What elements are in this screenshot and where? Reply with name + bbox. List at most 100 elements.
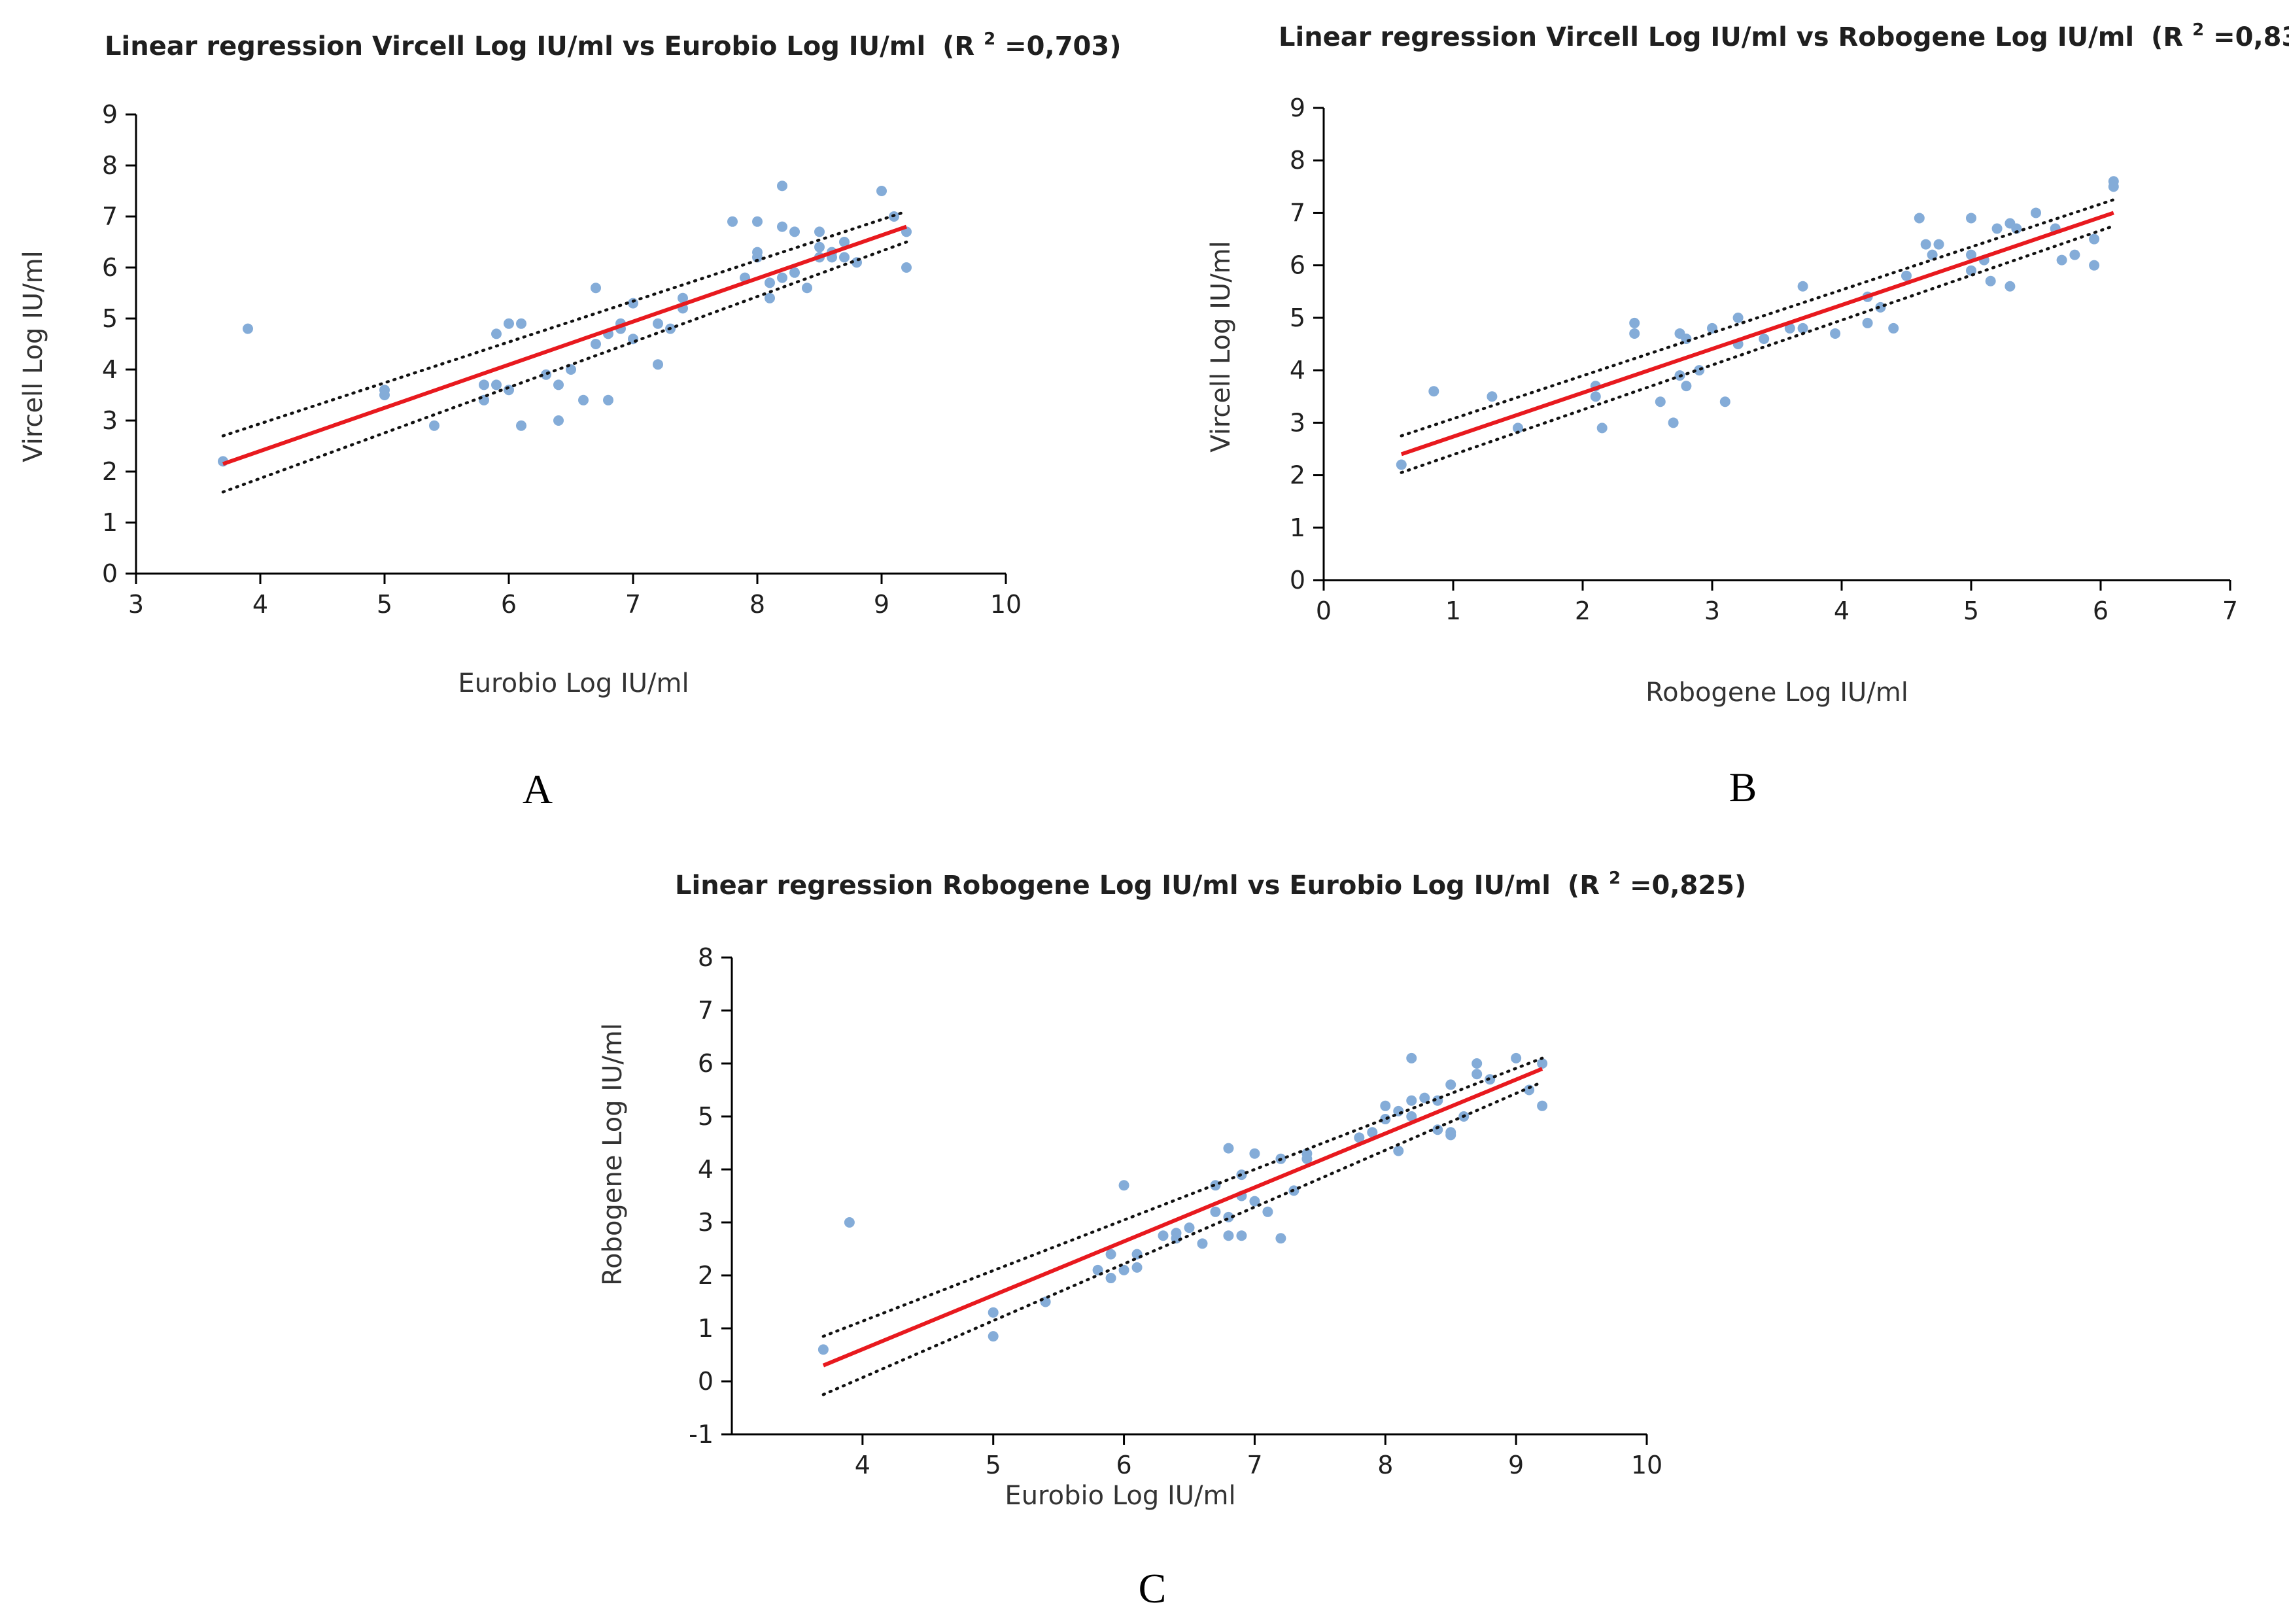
panel-a-data-point bbox=[491, 379, 502, 390]
panel-b: Linear regression Vircell Log IU/ml vs R… bbox=[1206, 20, 2289, 810]
panel-b-data-point bbox=[1933, 239, 1944, 250]
panel-a-data-point bbox=[553, 415, 564, 426]
panel-a-data-point bbox=[516, 318, 526, 329]
panel-c-r2-value: =0,825) bbox=[1630, 871, 1746, 901]
panel-b-data-point bbox=[2056, 254, 2067, 266]
panel-b-data-point bbox=[1629, 328, 1640, 339]
panel-a-data-point bbox=[802, 283, 812, 294]
panel-b-data-point bbox=[1719, 396, 1730, 407]
panel-b-data-point bbox=[2069, 249, 2080, 260]
panel-b-data-point bbox=[1596, 423, 1608, 434]
panel-b-x-tick-label: 4 bbox=[1834, 596, 1850, 625]
panel-c: Linear regression Robogene Log IU/ml vs … bbox=[598, 860, 1746, 1612]
panel-b-r2-value: =0,833) bbox=[2213, 22, 2289, 52]
panel-b-data-point bbox=[2089, 233, 2100, 245]
panel-b-y-tick-label: 7 bbox=[1290, 198, 1305, 227]
panel-c-x-tick-label: 4 bbox=[855, 1451, 870, 1479]
panel-b-data-point bbox=[1513, 423, 1523, 434]
panel-a-y-tick-label: 6 bbox=[102, 253, 118, 282]
panel-c-ci-lower-line bbox=[821, 1080, 1544, 1396]
panel-b-data-point bbox=[2011, 223, 2022, 234]
panel-b-x-tick-label: 6 bbox=[2093, 596, 2108, 625]
panel-b-data-point bbox=[1732, 312, 1744, 323]
panel-b-plot: 0 1 2 3 4 5 6 7 0 1 2 3 4 5 6 7 8 9 bbox=[1290, 94, 2238, 625]
panel-a-r2-sup: 2 bbox=[984, 29, 995, 49]
panel-c-data-point bbox=[1354, 1132, 1365, 1143]
panel-b-data-point bbox=[2005, 281, 2016, 292]
panel-c-plot: 4 5 6 7 8 9 10 -1 0 1 2 3 4 5 6 7 8 bbox=[689, 943, 1662, 1479]
panel-b-y-tick-label: 0 bbox=[1290, 566, 1305, 595]
panel-a-title: Linear regression Vircell Log IU/ml vs E… bbox=[105, 21, 1121, 61]
panel-a-data-point bbox=[814, 226, 825, 237]
panel-b-x-tick-label: 5 bbox=[1963, 596, 1979, 625]
panel-b-y-tick-label: 9 bbox=[1290, 94, 1305, 122]
panel-c-data-point bbox=[1537, 1058, 1548, 1069]
panel-c-x-tick-label: 8 bbox=[1377, 1451, 1393, 1479]
panel-c-data-point bbox=[818, 1344, 829, 1355]
panel-c-data-point bbox=[988, 1307, 999, 1318]
panel-b-data-point bbox=[1985, 275, 1996, 286]
panel-c-data-point bbox=[1301, 1148, 1313, 1159]
panel-b-y-tick-label: 1 bbox=[1290, 513, 1305, 542]
panel-a-data-point bbox=[765, 277, 775, 288]
panel-c-data-point bbox=[1158, 1230, 1169, 1241]
panel-c-y-tick-label: 6 bbox=[698, 1049, 714, 1078]
panel-c-data-point bbox=[1537, 1100, 1548, 1111]
panel-c-letter: C bbox=[1139, 1565, 1167, 1612]
panel-a-data-point bbox=[752, 216, 763, 227]
panel-b-r2-sup: 2 bbox=[2192, 20, 2204, 40]
panel-a-ci-lower-line bbox=[221, 240, 908, 494]
panel-b-r2-prefix: (R bbox=[2151, 22, 2183, 52]
panel-a-data-point bbox=[578, 394, 589, 406]
panel-a-x-tick-label: 10 bbox=[990, 590, 1022, 619]
panel-b-x-tick-label: 2 bbox=[1575, 596, 1591, 625]
panel-a-y-tick-label: 3 bbox=[102, 406, 118, 435]
panel-c-data-point bbox=[1105, 1273, 1116, 1284]
panel-a-data-point bbox=[504, 318, 514, 329]
panel-a-data-point bbox=[901, 262, 912, 273]
panel-b-data-point bbox=[1681, 381, 1692, 392]
panel-b-ci-lower-line bbox=[1400, 224, 2116, 474]
panel-b-y-tick-label: 6 bbox=[1290, 251, 1305, 280]
panel-c-data-point bbox=[1118, 1264, 1129, 1275]
panel-c-r2-sup: 2 bbox=[1609, 869, 1621, 888]
panel-a-x-tick-label: 7 bbox=[625, 590, 641, 619]
panel-c-title-main: Linear regression Robogene Log IU/ml vs … bbox=[675, 871, 1551, 901]
panel-c-y-tick-label: 8 bbox=[698, 943, 714, 972]
panel-b-y-tick-label: 4 bbox=[1290, 356, 1305, 385]
panel-c-data-point bbox=[1262, 1206, 1273, 1217]
panel-c-data-point bbox=[988, 1331, 999, 1342]
panel-c-y-tick-label: 3 bbox=[698, 1208, 714, 1237]
panel-b-data-point bbox=[1991, 223, 2003, 234]
panel-c-data-point bbox=[1236, 1230, 1247, 1241]
panel-b-data-point bbox=[1629, 317, 1640, 328]
panel-c-data-point bbox=[1118, 1180, 1129, 1191]
panel-c-data-point bbox=[1184, 1222, 1195, 1234]
panel-c-x-tick-label: 5 bbox=[986, 1451, 1001, 1479]
panel-b-data-point bbox=[1920, 239, 1931, 250]
panel-a-data-point bbox=[752, 252, 763, 263]
panel-a-data-point bbox=[814, 241, 825, 252]
panel-c-data-point bbox=[1249, 1196, 1260, 1207]
panel-c-title: Linear regression Robogene Log IU/ml vs … bbox=[675, 860, 1746, 901]
panel-a-x-tick-label: 5 bbox=[377, 590, 392, 619]
panel-b-data-point bbox=[1914, 213, 1925, 224]
panel-c-y-tick-label: 2 bbox=[698, 1261, 714, 1290]
panel-c-data-point bbox=[1249, 1148, 1260, 1159]
panel-b-ci-upper-line bbox=[1400, 198, 2116, 438]
panel-a-letter: A bbox=[523, 766, 553, 812]
panel-c-x-tick-label: 7 bbox=[1247, 1451, 1262, 1479]
panel-a-title-main: Linear regression Vircell Log IU/ml vs E… bbox=[105, 31, 925, 61]
panel-a-data-point bbox=[839, 252, 850, 263]
panel-c-data-point bbox=[1105, 1249, 1116, 1260]
panel-b-data-point bbox=[1797, 281, 1808, 292]
panel-a-data-point bbox=[789, 226, 800, 237]
panel-a-data-point bbox=[243, 323, 253, 334]
panel-b-data-point bbox=[1590, 391, 1601, 402]
panel-a-y-tick-label: 7 bbox=[102, 202, 118, 231]
panel-c-y-tick-label: 4 bbox=[698, 1155, 714, 1184]
panel-b-y-tick-label: 5 bbox=[1290, 303, 1305, 332]
panel-b-data-point bbox=[1428, 386, 1439, 397]
panel-c-ci-upper-line bbox=[821, 1056, 1544, 1338]
